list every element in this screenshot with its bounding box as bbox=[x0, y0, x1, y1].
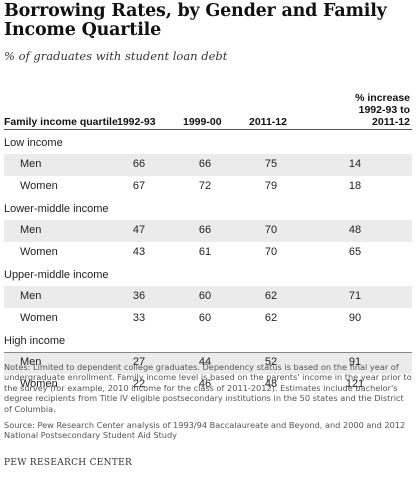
cell-value: 71 bbox=[348, 290, 362, 302]
cell-value: 72 bbox=[198, 180, 212, 192]
header-1992-93: 1992-93 bbox=[117, 116, 156, 128]
cell-value: 66 bbox=[132, 158, 146, 170]
cell-value: 22 bbox=[132, 378, 146, 390]
group-label: High income bbox=[4, 335, 66, 347]
cell-value: 48 bbox=[348, 224, 362, 236]
cell-value: 66 bbox=[198, 224, 212, 236]
cell-value: 14 bbox=[348, 158, 362, 170]
cell-value: 91 bbox=[348, 356, 362, 368]
group-label: Upper-middle income bbox=[4, 269, 109, 281]
table-row: Men 47 66 70 48 bbox=[4, 220, 412, 242]
chart-title: Borrowing Rates, by Gender and Family In… bbox=[4, 1, 387, 40]
table-row: Women 33 60 62 90 bbox=[4, 308, 412, 330]
group-label: Lower-middle income bbox=[4, 203, 109, 215]
cell-value: 44 bbox=[198, 356, 212, 368]
cell-value: 66 bbox=[198, 158, 212, 170]
cell-value: 62 bbox=[264, 290, 278, 302]
notes-text: Notes: Limited to dependent college grad… bbox=[4, 362, 412, 414]
row-label: Women bbox=[20, 312, 58, 324]
row-label: Women bbox=[20, 378, 58, 390]
source-text: Source: Pew Research Center analysis of … bbox=[4, 420, 406, 441]
row-label: Men bbox=[20, 158, 42, 170]
cell-value: 62 bbox=[264, 312, 278, 324]
brand-label: PEW RESEARCH CENTER bbox=[4, 458, 133, 468]
table-row: Women 43 61 70 65 bbox=[4, 242, 412, 264]
bottom-rule bbox=[4, 352, 412, 353]
header-pct-increase-line1: % increase bbox=[355, 92, 410, 104]
row-label: Men bbox=[20, 356, 42, 368]
header-pct-increase-line3: 2011-12 bbox=[372, 116, 410, 128]
cell-value: 121 bbox=[345, 378, 365, 390]
header-pct-increase-line2: 1992-93 to bbox=[358, 104, 410, 116]
table-row: Women 22 46 48 121 bbox=[4, 374, 412, 396]
cell-value: 60 bbox=[198, 290, 212, 302]
chart-subtitle: % of graduates with student loan debt bbox=[4, 49, 228, 63]
cell-value: 75 bbox=[264, 158, 278, 170]
header-2011-12: 2011-12 bbox=[249, 116, 287, 128]
row-label: Women bbox=[20, 246, 58, 258]
header-1999-00: 1999-00 bbox=[183, 116, 222, 128]
cell-value: 79 bbox=[264, 180, 278, 192]
cell-value: 47 bbox=[132, 224, 146, 236]
cell-value: 27 bbox=[132, 356, 146, 368]
cell-value: 48 bbox=[264, 378, 278, 390]
cell-value: 60 bbox=[198, 312, 212, 324]
row-label: Men bbox=[20, 224, 42, 236]
row-label: Women bbox=[20, 180, 58, 192]
cell-value: 52 bbox=[264, 356, 278, 368]
row-label: Men bbox=[20, 290, 42, 302]
table-row: Men 66 66 75 14 bbox=[4, 154, 412, 176]
cell-value: 36 bbox=[132, 290, 146, 302]
header-rule bbox=[4, 129, 412, 130]
table-row: Men 27 44 52 91 bbox=[4, 352, 412, 374]
table-row: Women 67 72 79 18 bbox=[4, 176, 412, 198]
cell-value: 46 bbox=[198, 378, 212, 390]
cell-value: 70 bbox=[264, 246, 278, 258]
group-label: Low income bbox=[4, 137, 63, 149]
header-family-income: Family income quartile bbox=[4, 116, 118, 128]
cell-value: 67 bbox=[132, 180, 146, 192]
cell-value: 33 bbox=[132, 312, 146, 324]
cell-value: 61 bbox=[198, 246, 212, 258]
cell-value: 65 bbox=[348, 246, 362, 258]
header-pct-increase: % increase 1992-93 to 2011-12 bbox=[340, 92, 410, 128]
cell-value: 70 bbox=[264, 224, 278, 236]
cell-value: 43 bbox=[132, 246, 146, 258]
table-row: Men 36 60 62 71 bbox=[4, 286, 412, 308]
cell-value: 90 bbox=[348, 312, 362, 324]
cell-value: 18 bbox=[348, 180, 362, 192]
